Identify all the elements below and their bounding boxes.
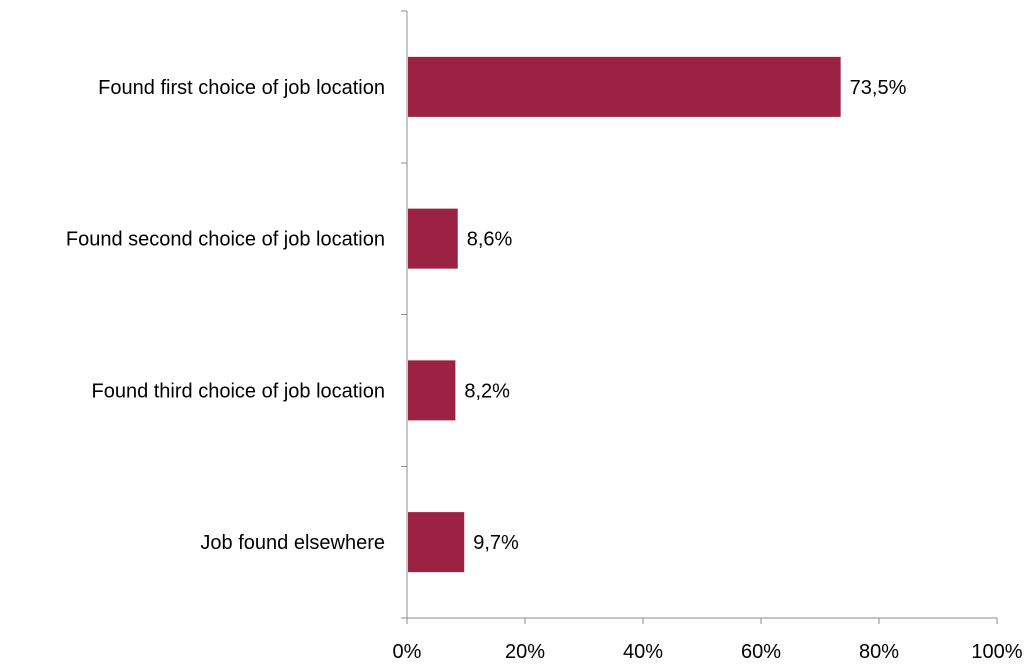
category-label: Job found elsewhere [200, 532, 385, 554]
x-tick-label: 100% [971, 641, 1022, 663]
category-label: Found first choice of job location [98, 77, 385, 99]
data-label: 73,5% [850, 77, 907, 99]
bar [408, 360, 456, 421]
category-label: Found second choice of job location [66, 229, 385, 251]
chart-labels: 0% 20% 40% 60% 80% 100% Found first choice of … [66, 77, 1023, 663]
bar [408, 208, 458, 269]
data-label: 8,6% [467, 229, 513, 251]
data-label: 9,7% [473, 532, 519, 554]
chart-axes [401, 10, 998, 624]
data-label: 8,2% [464, 380, 510, 402]
x-tick-label: 20% [505, 641, 545, 663]
x-tick-label: 60% [741, 641, 781, 663]
x-tick-label: 80% [859, 641, 899, 663]
x-tick-label: 40% [623, 641, 663, 663]
bar [408, 512, 465, 573]
category-label: Found third choice of job location [91, 380, 385, 402]
chart-bars [408, 56, 841, 573]
x-tick-label: 0% [393, 641, 422, 663]
bar [408, 56, 841, 117]
